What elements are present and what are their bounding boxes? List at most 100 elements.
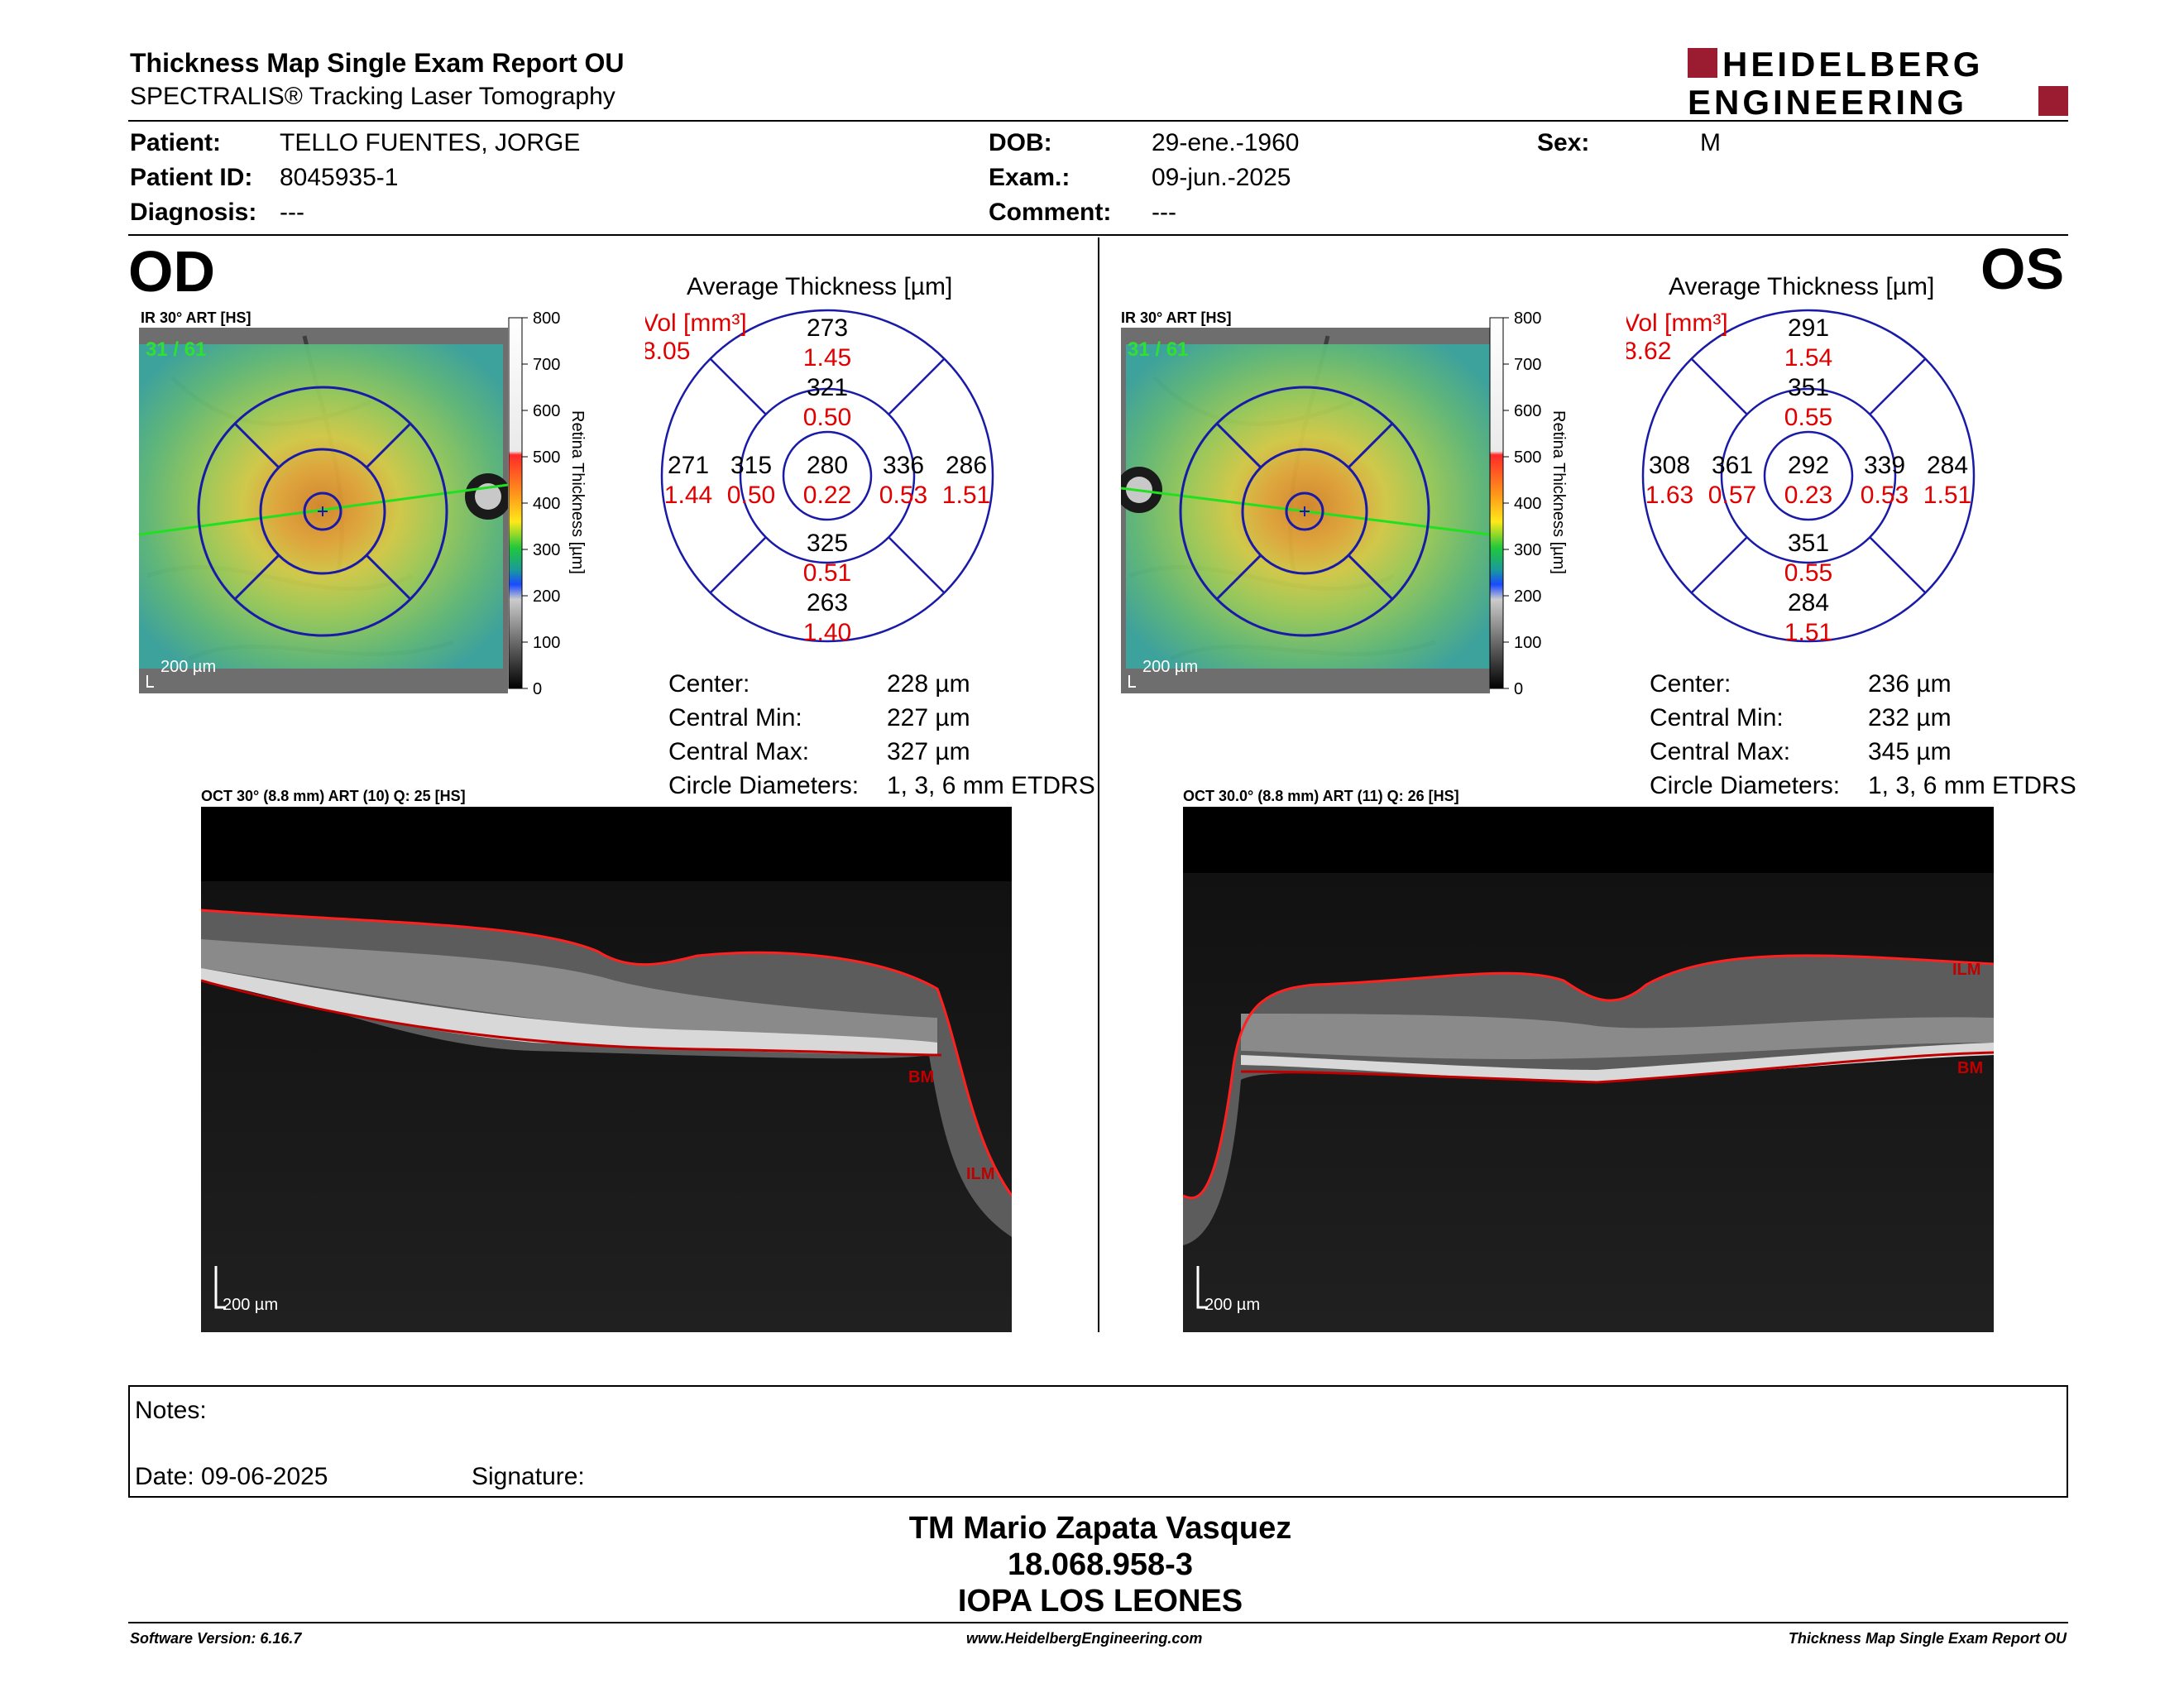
os-inner-right-thickness: 339	[1864, 452, 1905, 479]
os-cbar-tick: 400	[1514, 495, 1541, 513]
os-oct-caption: OCT 30.0° (8.8 mm) ART (11) Q: 26 [HS]	[1183, 788, 1459, 804]
od-cbar-title: Retina Thickness [µm]	[568, 410, 587, 574]
os-outer-sup-thickness: 291	[1788, 314, 1829, 342]
signer-id: 18.068.958-3	[1008, 1547, 1193, 1582]
od-bm-label: BM	[908, 1068, 934, 1086]
os-center-volume: 0.23	[1784, 482, 1832, 509]
od-outer-left-thickness: 271	[668, 452, 709, 479]
diagnosis: ---	[280, 199, 304, 226]
od-stat-label: Circle Diameters:	[668, 772, 860, 799]
os-cbar-tick: 0	[1514, 680, 1523, 698]
od-center-volume: 0.22	[803, 482, 851, 509]
od-inner-left-volume: 0.50	[727, 482, 775, 509]
patient-name: TELLO FUENTES, JORGE	[280, 129, 581, 156]
od-center-thickness: 280	[807, 452, 848, 479]
od-cbar-tick: 200	[533, 587, 560, 606]
comment-label: Comment:	[989, 199, 1112, 226]
od-stat-value: 228 µm	[887, 670, 970, 698]
software-version: Software Version: 6.16.7	[130, 1630, 302, 1647]
os-inner-sup-volume: 0.55	[1784, 404, 1832, 431]
os-bm-label: BM	[1957, 1059, 1983, 1077]
os-eye-label: OS	[1980, 237, 2065, 301]
website-link[interactable]: www.HeidelbergEngineering.com	[966, 1630, 1203, 1647]
exam-date: 09-jun.-2025	[1152, 164, 1291, 191]
os-ir-counter: 31 / 61	[1128, 338, 1188, 361]
od-inner-sup-thickness: 321	[807, 374, 848, 401]
footer-divider	[128, 1622, 2068, 1623]
signer-name: TM Mario Zapata Vasquez	[908, 1511, 1292, 1546]
od-inner-right-volume: 0.53	[879, 482, 927, 509]
os-stat-label: Central Min:	[1650, 704, 1784, 731]
os-cbar-tick: 700	[1514, 356, 1541, 374]
patient-label: Patient:	[130, 129, 222, 156]
header-divider	[128, 120, 2068, 122]
od-outer-left-volume: 1.44	[664, 482, 712, 509]
od-ir-scale: 200 µm	[160, 658, 216, 676]
patient-id-label: Patient ID:	[130, 164, 253, 191]
os-outer-inf-thickness: 284	[1788, 589, 1829, 616]
od-ir-caption: IR 30° ART [HS]	[141, 309, 251, 326]
od-outer-sup-thickness: 273	[807, 314, 848, 342]
os-cbar-tick: 600	[1514, 402, 1541, 420]
od-outer-right-volume: 1.51	[942, 482, 990, 509]
od-cbar-tick: 700	[533, 356, 560, 374]
footer-report-name: Thickness Map Single Exam Report OU	[1788, 1630, 2067, 1647]
os-outer-right-volume: 1.51	[1923, 482, 1971, 509]
os-inner-inf-volume: 0.55	[1784, 559, 1832, 587]
notes-box[interactable]	[128, 1385, 2068, 1498]
od-etdrs-grid: Vol [mm³] 8.05 273 1.45 321 0.50 280 0.2…	[645, 309, 994, 646]
od-inner-inf-thickness: 325	[807, 530, 848, 557]
svg-text:HEIDELBERG: HEIDELBERG	[1722, 45, 1983, 84]
od-cbar-tick: 400	[533, 495, 560, 513]
os-inner-right-volume: 0.53	[1861, 482, 1909, 509]
od-ilm-label: ILM	[966, 1165, 994, 1183]
comment: ---	[1152, 199, 1176, 226]
os-stat-label: Central Max:	[1650, 738, 1791, 765]
od-outer-right-thickness: 286	[946, 452, 987, 479]
os-stat-label: Circle Diameters:	[1650, 772, 1841, 799]
os-avg-title: Average Thickness [µm]	[1669, 273, 1935, 300]
os-stat-value: 1, 3, 6 mm ETDRS	[1868, 772, 2076, 799]
svg-text:ENGINEERING: ENGINEERING	[1688, 83, 1967, 119]
os-stat-value: 232 µm	[1868, 704, 1952, 731]
os-outer-left-thickness: 308	[1649, 452, 1690, 479]
os-outer-sup-volume: 1.54	[1784, 344, 1832, 372]
os-ilm-label: ILM	[1952, 961, 1980, 979]
os-stat-value: 236 µm	[1868, 670, 1952, 698]
od-outer-inf-volume: 1.40	[803, 619, 851, 646]
os-cbar-tick: 100	[1514, 634, 1541, 652]
diagnosis-label: Diagnosis:	[130, 199, 257, 226]
od-cbar-tick: 600	[533, 402, 560, 420]
os-center-thickness: 292	[1788, 452, 1829, 479]
os-cbar-tick: 200	[1514, 587, 1541, 606]
od-inner-left-thickness: 315	[730, 452, 772, 479]
od-cbar-tick: 300	[533, 541, 560, 559]
od-eye-label: OD	[128, 239, 215, 304]
os-vol-label: Vol [mm³]	[1626, 309, 1728, 337]
os-cbar-title: Retina Thickness [µm]	[1549, 410, 1568, 574]
os-outer-left-volume: 1.63	[1645, 482, 1693, 509]
od-ir-counter: 31 / 61	[146, 338, 206, 361]
sex: M	[1700, 129, 1721, 156]
od-oct-caption: OCT 30° (8.8 mm) ART (10) Q: 25 [HS]	[201, 788, 466, 804]
dob-label: DOB:	[989, 129, 1052, 156]
od-cbar-tick: 0	[533, 680, 542, 698]
os-cbar-tick: 300	[1514, 541, 1541, 559]
od-inner-right-thickness: 336	[883, 452, 924, 479]
dob: 29-ene.-1960	[1152, 129, 1300, 156]
eye-divider	[1098, 237, 1099, 1332]
os-ir-scale: 200 µm	[1142, 658, 1198, 676]
heidelberg-logo: HEIDELBERG ENGINEERING	[1688, 45, 2068, 119]
os-inner-left-volume: 0.57	[1708, 482, 1756, 509]
od-stat-label: Central Min:	[668, 704, 802, 731]
os-oct-scale: 200 µm	[1205, 1296, 1260, 1314]
od-cbar-tick: 100	[533, 634, 560, 652]
os-cbar-tick: 800	[1514, 309, 1541, 328]
date-label: Date: 09-06-2025	[135, 1463, 328, 1490]
os-oct-bscan: ILM BM 200 µm	[1183, 807, 1994, 1332]
od-inner-sup-volume: 0.50	[803, 404, 851, 431]
od-outer-sup-volume: 1.45	[803, 344, 851, 372]
od-stat-value: 1, 3, 6 mm ETDRS	[887, 772, 1095, 799]
notes-label: Notes:	[135, 1397, 207, 1424]
info-divider	[128, 234, 2068, 236]
